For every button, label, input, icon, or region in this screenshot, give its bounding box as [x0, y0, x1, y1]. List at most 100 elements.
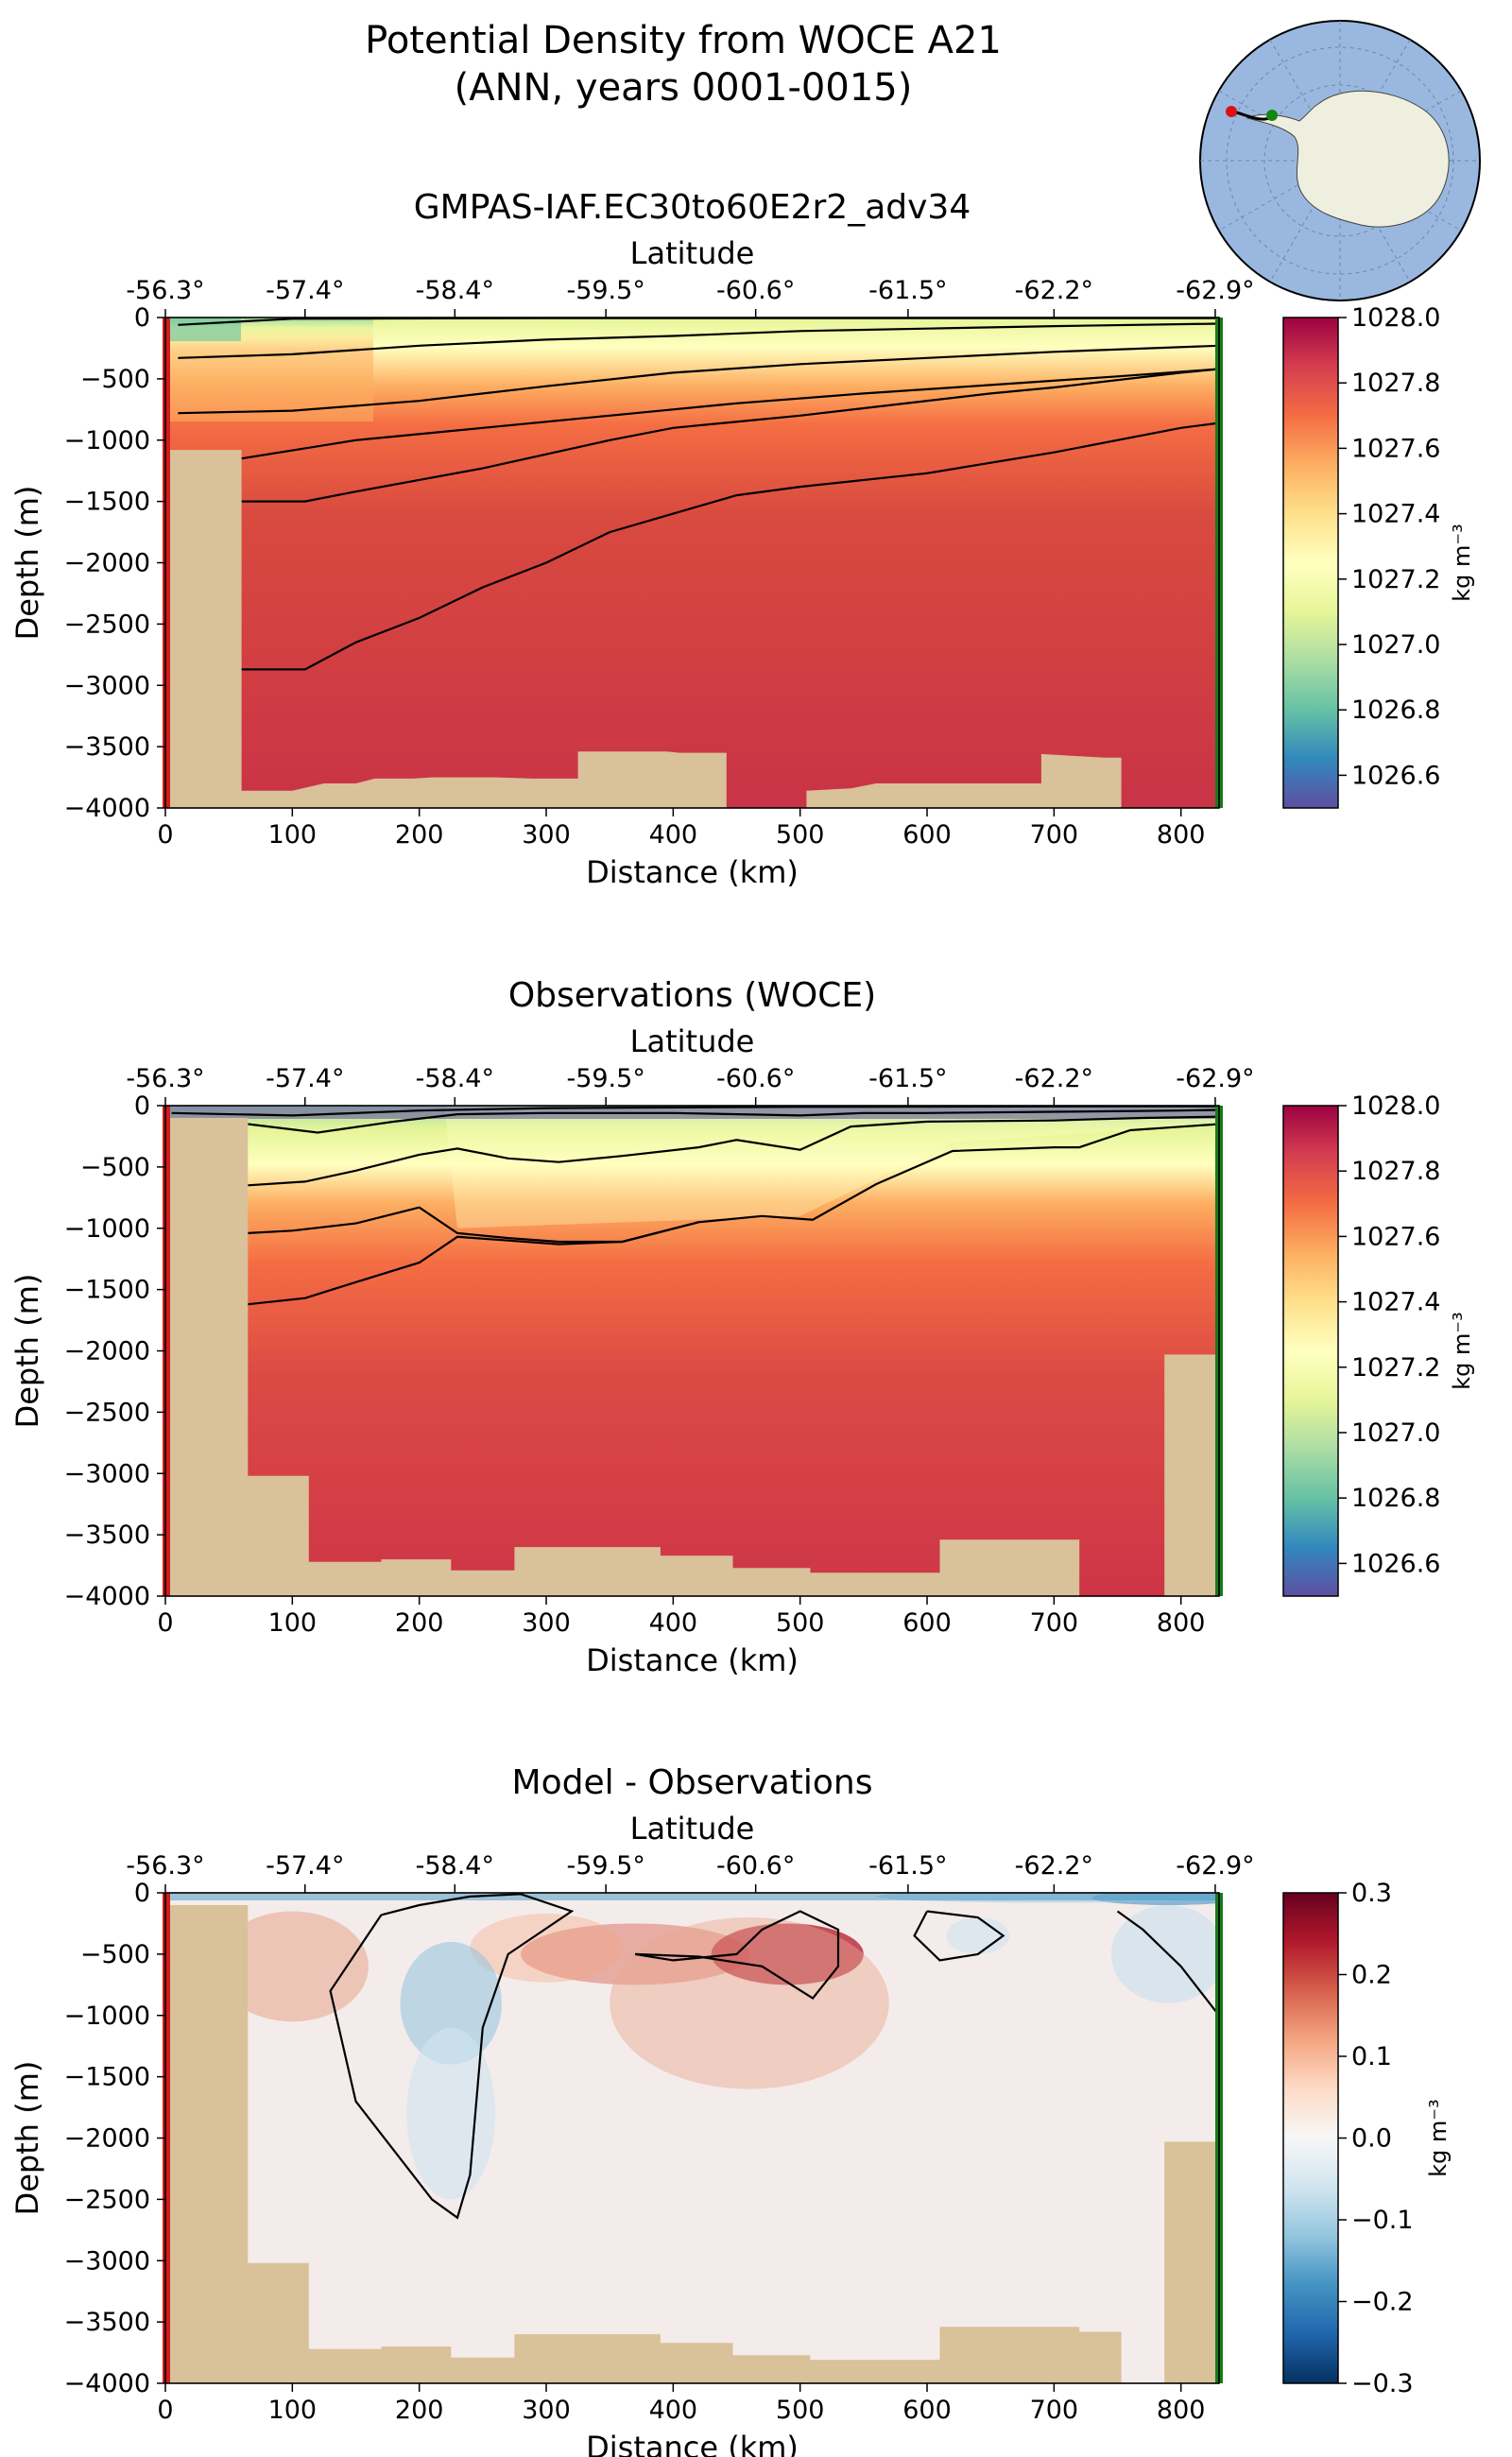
top-tick-label: -58.4° — [416, 1851, 494, 1881]
y-tick-label: 0 — [134, 1091, 150, 1121]
surface-field — [165, 1106, 1219, 1119]
x-tick-label: 400 — [649, 2396, 698, 2425]
y-tick-label: −2000 — [64, 549, 150, 578]
colorbar-tick-label: −0.1 — [1351, 2206, 1414, 2235]
y-tick-label: −4000 — [64, 794, 150, 823]
top-tick-label: -56.3° — [126, 1064, 204, 1093]
colorbar-tick-label: 1027.6 — [1351, 1222, 1440, 1251]
colorbar-tick-label: 1027.6 — [1351, 434, 1440, 463]
x-tick-label: 800 — [1157, 1608, 1206, 1638]
y-tick-label: −3000 — [64, 1459, 150, 1488]
x-tick-label: 600 — [902, 2396, 952, 2425]
section-start-marker — [163, 1106, 170, 1596]
top-tick-label: -61.5° — [868, 276, 947, 305]
bias-anomaly — [406, 2027, 496, 2200]
y-tick-label: −2500 — [64, 2185, 150, 2214]
top-tick-label: -59.5° — [566, 1851, 644, 1881]
top-tick-label: -57.4° — [266, 276, 344, 305]
colorbar-tick-label: 1027.2 — [1351, 565, 1440, 594]
x-axis-label: Distance (km) — [586, 2430, 799, 2457]
y-tick-label: −1500 — [64, 488, 150, 517]
y-tick-label: −2500 — [64, 1398, 150, 1427]
top-tick-label: -59.5° — [566, 276, 644, 305]
contour-line — [171, 1106, 1219, 1117]
section-start-marker — [163, 318, 170, 808]
top-tick-label: -62.9° — [1176, 1064, 1254, 1093]
colorbar-tick-label: 1028.0 — [1351, 303, 1440, 333]
top-tick-label: -57.4° — [266, 1851, 344, 1881]
x-tick-label: 800 — [1157, 820, 1206, 850]
top-axis-label: Latitude — [630, 235, 755, 271]
x-tick-label: 100 — [268, 820, 318, 850]
y-tick-label: −4000 — [64, 2369, 150, 2398]
panel-title: Model - Observations — [512, 1763, 873, 1802]
y-tick-label: −4000 — [64, 1582, 150, 1611]
top-tick-label: -62.2° — [1015, 276, 1093, 305]
colorbar-tick-label: 1027.8 — [1351, 369, 1440, 398]
colorbar: 0.3 0.2 0.1 0.0 −0.1 −0.2 −0.3 kg m⁻³ — [1282, 1879, 1452, 2398]
top-tick-label: -62.9° — [1176, 1851, 1254, 1881]
colorbar-scale — [1282, 317, 1339, 809]
y-axis-label: Depth (m) — [9, 2061, 45, 2216]
colorbar-label: kg m⁻³ — [1449, 524, 1475, 601]
x-tick-label: 200 — [395, 1608, 444, 1638]
colorbar-tick-label: 1026.8 — [1351, 1484, 1440, 1513]
colorbar-tick-label: 1027.4 — [1351, 1288, 1440, 1317]
top-tick-label: -60.6° — [716, 1064, 795, 1093]
y-tick-label: −3500 — [64, 2308, 150, 2337]
panel-model: GMPAS-IAF.EC30to60E2r2_adv34 0 100 200 300 40… — [9, 188, 1475, 890]
figure-title-line1: Potential Density from WOCE A21 — [365, 19, 1002, 62]
contour-line — [913, 1910, 1005, 1962]
y-tick-label: −1000 — [64, 2002, 150, 2031]
contour-line — [329, 1893, 575, 2220]
contour-line — [248, 1221, 699, 1306]
y-tick-label: −2000 — [64, 1337, 150, 1366]
top-tick-label: -61.5° — [868, 1064, 947, 1093]
top-tick-label: -59.5° — [566, 1064, 644, 1093]
colorbar-tick-label: 1026.6 — [1351, 761, 1440, 790]
y-tick-label: 0 — [134, 303, 150, 333]
y-axis-label: Depth (m) — [9, 486, 45, 641]
x-tick-label: 0 — [157, 2396, 173, 2425]
contour-line — [178, 344, 1219, 415]
y-tick-label: 0 — [134, 1879, 150, 1908]
top-tick-label: -56.3° — [126, 276, 204, 305]
colorbar-tick-label: 1026.8 — [1351, 696, 1440, 725]
panel-obs: Observations (WOCE) 0 100 200 300 400 500 600 70… — [9, 976, 1475, 1678]
x-tick-label: 0 — [157, 1608, 173, 1638]
colorbar-scale — [1282, 1892, 1339, 2384]
x-tick-label: 700 — [1030, 1608, 1079, 1638]
upper-layer-shade — [165, 1106, 1219, 1228]
x-tick-label: 700 — [1030, 820, 1079, 850]
contour-line — [248, 1115, 1219, 1187]
top-axis-label: Latitude — [630, 1811, 755, 1847]
colorbar-tick-label: 0.1 — [1351, 2042, 1392, 2071]
colorbar-tick-label: 0.0 — [1351, 2124, 1392, 2154]
x-tick-label: 100 — [268, 1608, 318, 1638]
x-tick-label: 500 — [776, 2396, 825, 2425]
x-tick-label: 400 — [649, 1608, 698, 1638]
colorbar-tick-label: 1028.0 — [1351, 1091, 1440, 1121]
top-tick-label: -58.4° — [416, 276, 494, 305]
top-tick-label: -60.6° — [716, 1851, 795, 1881]
section-start-marker — [163, 1893, 170, 2383]
surface-bias — [165, 1893, 1219, 1900]
colorbar-tick-label: −0.3 — [1351, 2369, 1414, 2398]
surface-field-light — [165, 318, 241, 341]
x-tick-label: 700 — [1030, 2396, 1079, 2425]
y-axis-label: Depth (m) — [9, 1274, 45, 1429]
colorbar-label: kg m⁻³ — [1425, 2099, 1452, 2176]
colorbar-tick-label: 1026.6 — [1351, 1549, 1440, 1578]
y-tick-label: −3500 — [64, 1521, 150, 1550]
bias-anomaly — [1110, 1904, 1219, 2003]
contour-line — [241, 421, 1219, 671]
y-tick-label: −3000 — [64, 2246, 150, 2276]
y-tick-label: −1000 — [64, 1214, 150, 1244]
x-tick-label: 300 — [522, 820, 571, 850]
plot-area — [165, 318, 1219, 808]
y-tick-label: −500 — [80, 1940, 150, 1969]
top-tick-label: -57.4° — [266, 1064, 344, 1093]
bias-anomaly — [711, 1923, 864, 1985]
colorbar: 1028.0 1027.8 1027.6 1027.4 1027.2 1027.0 1026… — [1282, 303, 1475, 809]
